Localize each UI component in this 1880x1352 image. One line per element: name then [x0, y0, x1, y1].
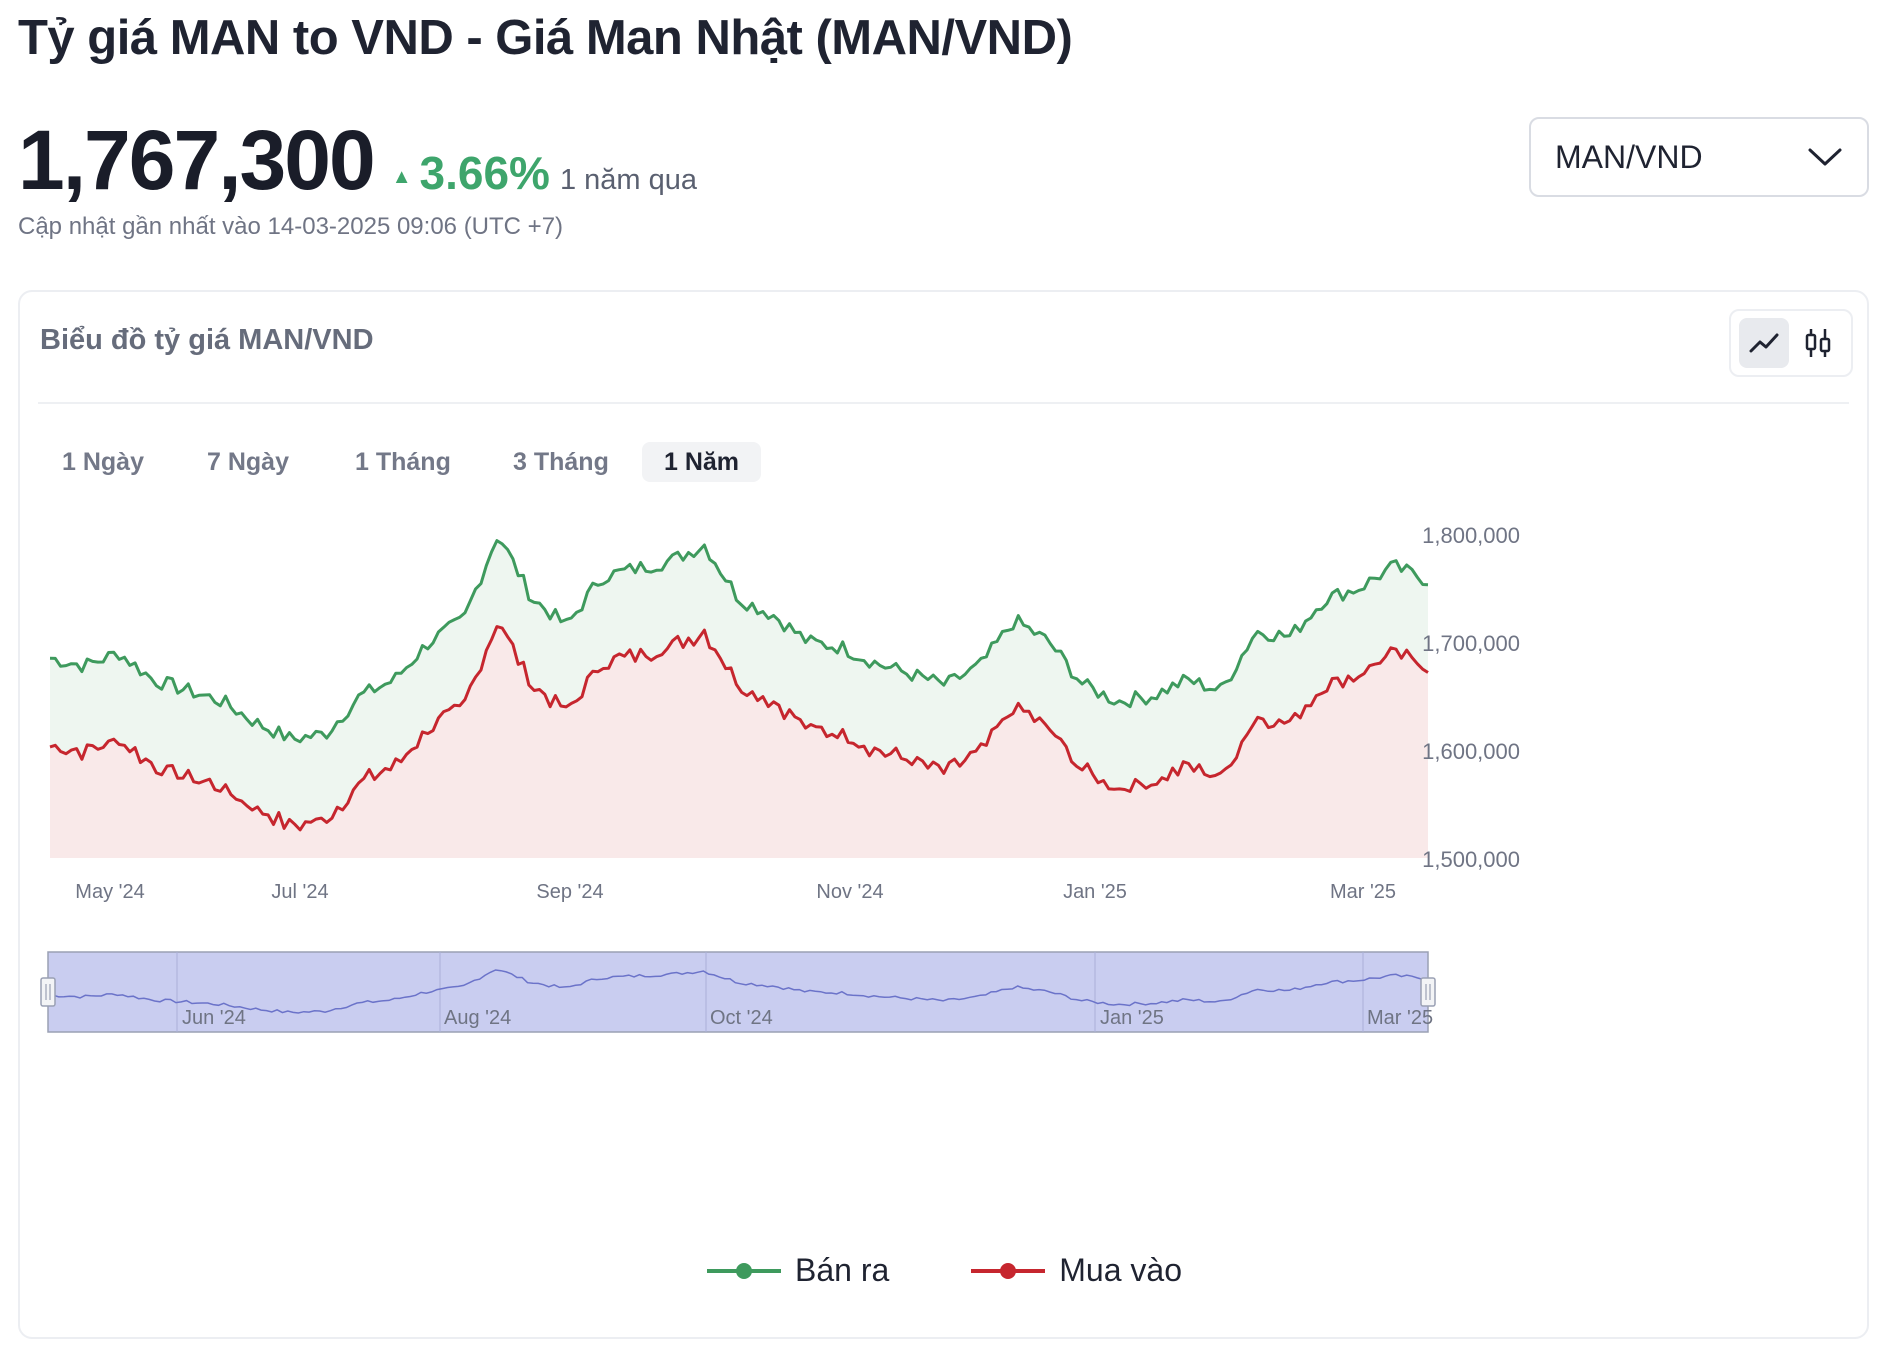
navigator-handle-right[interactable] [1420, 977, 1436, 1007]
candlestick-icon [1805, 329, 1831, 357]
chart-type-toggle [1729, 309, 1853, 377]
chevron-down-icon [1808, 148, 1842, 166]
navigator-tick-label: Jan '25 [1100, 1007, 1164, 1029]
legend-sell-label: Bán ra [794, 1252, 890, 1288]
tab-7-days[interactable]: 7 Ngày [207, 448, 289, 476]
series-line-sell [49, 539, 1429, 744]
line-chart-icon [1749, 333, 1779, 353]
y-tick-label: 1,800,000 [1422, 523, 1520, 548]
chart-card: Biểu đồ tỷ giá MAN/VND 1 Ngày 7 Ngày 1 T… [18, 290, 1869, 1339]
legend-sell-marker-icon [706, 1262, 781, 1279]
legend-buy-label: Mua vào [1059, 1252, 1182, 1288]
last-updated: Cập nhật gần nhất vào 14-03-2025 09:06 (… [18, 213, 564, 240]
x-tick-label: Jul '24 [271, 881, 328, 903]
tab-3-months[interactable]: 3 Tháng [513, 448, 609, 476]
x-tick-label: Jan '25 [1063, 881, 1127, 903]
y-tick-label: 1,500,000 [1422, 847, 1520, 872]
navigator-line [48, 969, 1429, 1014]
legend-item-buy[interactable]: Mua vào [969, 1252, 1182, 1289]
tab-1-year[interactable]: 1 Năm [642, 442, 762, 482]
change-period: 1 năm qua [559, 164, 697, 196]
legend-buy-marker-icon [971, 1262, 1046, 1279]
chart-legend: Bán ra Mua vào [20, 1252, 1867, 1289]
navigator-tick-label: Oct '24 [710, 1007, 773, 1029]
x-tick-label: Mar '25 [1330, 881, 1396, 903]
series-line-buy [49, 625, 1429, 832]
pair-select[interactable]: MAN/VND [1529, 117, 1869, 197]
navigator-tick-label: Aug '24 [444, 1007, 511, 1029]
card-divider [38, 402, 1849, 404]
tab-1-day[interactable]: 1 Ngày [62, 448, 144, 476]
navigator-tick-label: Jun '24 [182, 1007, 246, 1029]
navigator-tick-label: Mar '25 [1367, 1007, 1433, 1029]
y-tick-label: 1,700,000 [1422, 631, 1520, 656]
rate-chart[interactable]: 1,800,000 1,700,000 1,600,000 1,500,000 May … [20, 292, 1871, 1341]
change-percent: 3.66% [419, 147, 550, 199]
price-change: ▲ 3.66% [392, 146, 550, 200]
x-tick-label: Nov '24 [816, 881, 883, 903]
sell-area [50, 540, 1428, 830]
triangle-up-icon: ▲ [391, 166, 412, 188]
navigator-handle-left[interactable] [40, 977, 56, 1007]
current-price: 1,767,300 [18, 113, 376, 207]
buy-area [50, 626, 1428, 858]
price-row: 1,767,300 ▲ 3.66% 1 năm qua [18, 112, 697, 207]
tab-1-month[interactable]: 1 Tháng [355, 448, 451, 476]
chart-title: Biểu đồ tỷ giá MAN/VND [40, 324, 374, 356]
legend-item-sell[interactable]: Bán ra [705, 1252, 889, 1289]
x-tick-label: May '24 [75, 881, 144, 903]
line-chart-button[interactable] [1739, 318, 1789, 368]
pair-select-value: MAN/VND [1555, 138, 1703, 175]
x-tick-label: Sep '24 [536, 881, 603, 903]
page-title: Tỷ giá MAN to VND - Giá Man Nhật (MAN/VN… [18, 11, 1073, 65]
y-tick-label: 1,600,000 [1422, 739, 1520, 764]
navigator-window [47, 951, 1429, 1033]
candlestick-button[interactable] [1793, 318, 1843, 368]
